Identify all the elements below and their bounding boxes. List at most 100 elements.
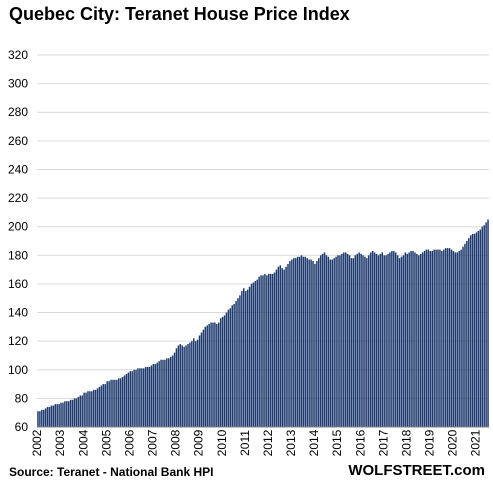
bar <box>306 258 308 427</box>
bar <box>183 346 185 427</box>
bar <box>371 251 374 427</box>
x-tick-label: 2020 <box>446 429 460 456</box>
bar <box>383 255 385 427</box>
bar <box>298 256 301 427</box>
bar <box>456 252 459 427</box>
bar <box>356 253 358 427</box>
bar <box>50 405 53 427</box>
bar <box>373 252 376 427</box>
bar <box>294 258 297 427</box>
bar <box>142 368 145 427</box>
bar <box>250 283 253 427</box>
x-tick-label: 2019 <box>423 429 437 456</box>
y-tick-label: 60 <box>15 420 29 434</box>
bar <box>393 251 395 427</box>
bar <box>408 252 410 427</box>
bar <box>239 295 241 427</box>
bar <box>364 256 366 427</box>
bar <box>208 323 210 427</box>
bar <box>198 335 201 427</box>
bar <box>166 358 168 427</box>
bar <box>433 249 435 427</box>
bar <box>179 344 182 427</box>
bar <box>204 326 207 427</box>
bar <box>41 409 43 427</box>
bar <box>319 255 322 427</box>
bar <box>360 253 362 427</box>
bar <box>418 255 420 427</box>
bar <box>241 291 243 427</box>
bar <box>310 259 312 427</box>
bar <box>429 251 432 427</box>
bar <box>350 258 353 427</box>
x-tick-label: 2012 <box>261 429 275 456</box>
y-tick-label: 140 <box>8 306 28 320</box>
bar <box>210 322 212 427</box>
bar <box>483 225 485 427</box>
bar <box>354 255 357 427</box>
bar <box>98 386 101 427</box>
bar <box>64 401 66 427</box>
bar <box>114 379 116 427</box>
y-tick-label: 220 <box>8 191 28 205</box>
brand-logo: WOLFSTREET.com <box>348 462 485 479</box>
y-tick-label: 260 <box>8 134 28 148</box>
bar <box>421 252 424 427</box>
bar <box>443 249 445 427</box>
y-tick-label: 100 <box>8 363 28 377</box>
bar <box>37 411 39 427</box>
bar <box>389 252 391 427</box>
source-note: Source: Teranet - National Bank HPI <box>9 465 214 479</box>
bar <box>156 362 158 427</box>
x-tick-label: 2021 <box>469 429 483 456</box>
bar <box>487 219 489 427</box>
bar <box>223 315 226 427</box>
y-tick-label: 180 <box>8 248 28 262</box>
bar <box>287 263 289 427</box>
bar <box>144 366 147 427</box>
bar <box>262 275 264 427</box>
x-tick-label: 2017 <box>376 429 390 456</box>
bar <box>73 398 76 427</box>
bar <box>277 266 280 427</box>
bar <box>48 406 51 427</box>
bar <box>171 355 174 427</box>
bar <box>468 238 470 427</box>
bar <box>275 269 278 427</box>
bar <box>377 255 380 427</box>
bar <box>123 375 126 427</box>
x-tick-label: 2014 <box>307 429 321 456</box>
x-tick-label: 2008 <box>169 429 183 456</box>
bar <box>94 389 97 427</box>
bar <box>233 303 235 427</box>
bar <box>341 253 343 427</box>
bar <box>316 261 318 427</box>
bar <box>139 368 141 427</box>
bar <box>110 379 112 427</box>
bar <box>187 344 189 427</box>
bar <box>81 395 83 427</box>
x-tick-label: 2009 <box>192 429 206 456</box>
x-tick-label: 2015 <box>330 429 344 456</box>
chart-title: Quebec City: Teranet House Price Index <box>9 4 350 24</box>
bar <box>321 253 324 427</box>
bar <box>221 316 224 427</box>
bar <box>42 409 45 427</box>
bar <box>318 258 320 427</box>
bar <box>173 352 176 427</box>
bar <box>164 359 166 427</box>
bar <box>293 258 295 427</box>
y-tick-label: 240 <box>8 162 28 176</box>
bar <box>193 338 195 427</box>
bar <box>256 279 258 427</box>
bar <box>246 289 249 427</box>
bar <box>362 255 364 427</box>
bar <box>175 348 178 427</box>
bar <box>168 358 170 427</box>
bar <box>325 255 328 427</box>
bar <box>237 298 239 427</box>
bar <box>218 322 220 427</box>
bar <box>77 396 80 427</box>
bar <box>266 275 268 427</box>
bar <box>460 249 462 427</box>
